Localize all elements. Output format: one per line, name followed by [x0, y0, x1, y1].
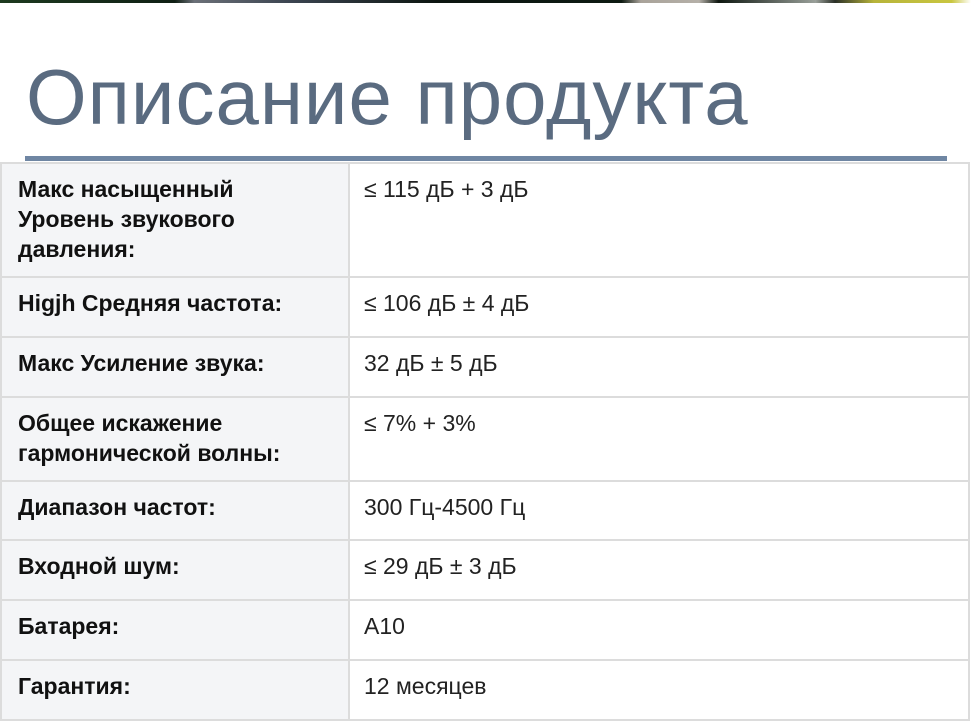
spec-label: Higjh Средняя частота:: [0, 276, 350, 338]
table-row: Входной шум: ≤ 29 дБ ± 3 дБ: [0, 539, 970, 601]
top-image-strip: [0, 0, 971, 3]
spec-value: 32 дБ ± 5 дБ: [348, 336, 970, 398]
table-row: Макс Усиление звука: 32 дБ ± 5 дБ: [0, 336, 970, 398]
spec-value: 300 Гц-4500 Гц: [348, 480, 970, 541]
table-row: Макс насыщенный Уровень звукового давлен…: [0, 162, 970, 278]
spec-label: Диапазон частот:: [0, 480, 350, 541]
table-row: Гарантия: 12 месяцев: [0, 659, 970, 721]
spec-label: Макс насыщенный Уровень звукового давлен…: [0, 162, 350, 278]
title-underline: [25, 156, 947, 161]
spec-table: Макс насыщенный Уровень звукового давлен…: [0, 162, 970, 721]
spec-label: Батарея:: [0, 599, 350, 661]
table-row: Батарея: A10: [0, 599, 970, 661]
spec-value: ≤ 106 дБ ± 4 дБ: [348, 276, 970, 338]
spec-value: ≤ 7% + 3%: [348, 396, 970, 482]
spec-value: ≤ 29 дБ ± 3 дБ: [348, 539, 970, 601]
table-row: Общее искажение гармонической волны: ≤ 7%…: [0, 396, 970, 482]
spec-value: A10: [348, 599, 970, 661]
spec-label: Гарантия:: [0, 659, 350, 721]
spec-label: Входной шум:: [0, 539, 350, 601]
spec-value: ≤ 115 дБ + 3 дБ: [348, 162, 970, 278]
table-row: Higjh Средняя частота: ≤ 106 дБ ± 4 дБ: [0, 276, 970, 338]
page-title: Описание продукта: [26, 53, 749, 141]
spec-label: Макс Усиление звука:: [0, 336, 350, 398]
spec-label: Общее искажение гармонической волны:: [0, 396, 350, 482]
table-row: Диапазон частот: 300 Гц-4500 Гц: [0, 480, 970, 541]
spec-value: 12 месяцев: [348, 659, 970, 721]
